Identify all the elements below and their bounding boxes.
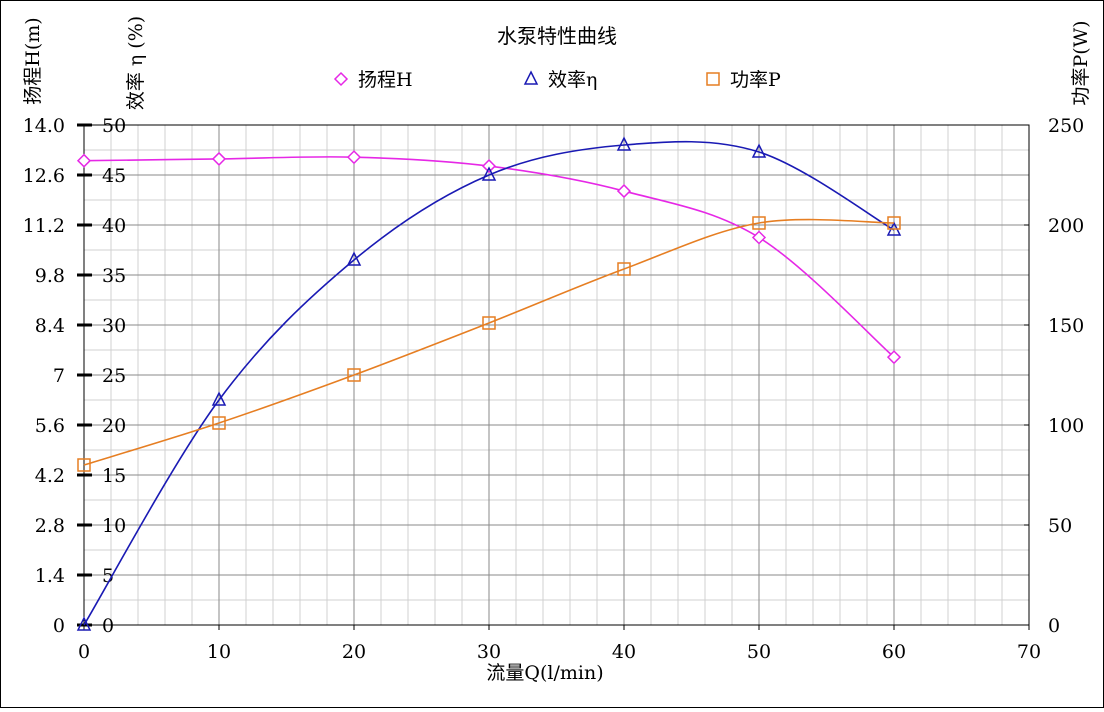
y-tick-label-head: 7 bbox=[53, 365, 65, 387]
x-tick-label: 50 bbox=[747, 641, 771, 663]
legend-label-efficiency: 效率η bbox=[548, 69, 597, 91]
series-power bbox=[77, 216, 901, 472]
x-tick-label: 0 bbox=[78, 641, 90, 663]
data-point-power bbox=[482, 316, 496, 330]
data-point-power bbox=[212, 416, 226, 430]
data-point-efficiency bbox=[346, 251, 362, 266]
y-tick-label-efficiency: 10 bbox=[102, 515, 126, 537]
legend-marker-efficiency bbox=[523, 70, 539, 85]
x-axis-title: 流量Q(l/min) bbox=[486, 662, 603, 684]
data-point-head bbox=[481, 159, 497, 174]
axis-ticks: 0 10 20 30 40 50 60 7001.42.84.25.678.49.811.21… bbox=[23, 115, 1085, 663]
y-tick-label-efficiency: 50 bbox=[102, 115, 126, 137]
x-tick-label: 20 bbox=[342, 641, 366, 663]
data-point-head bbox=[211, 151, 227, 166]
y-tick-label-head: 4.2 bbox=[35, 465, 65, 487]
series-line-power bbox=[83, 218, 895, 466]
x-tick-label: 60 bbox=[882, 641, 906, 663]
series-line-efficiency bbox=[83, 140, 895, 626]
data-point-power bbox=[752, 216, 766, 230]
y-tick-label-head: 5.6 bbox=[35, 415, 65, 437]
y-tick-label-power: 150 bbox=[1048, 315, 1084, 337]
legend: 扬程H 效率η 功率P bbox=[333, 69, 781, 91]
y-tick-label-efficiency: 5 bbox=[102, 565, 114, 587]
y-tick-label-efficiency: 25 bbox=[102, 365, 126, 387]
x-tick-label: 40 bbox=[612, 641, 636, 663]
y-tick-label-efficiency: 40 bbox=[102, 215, 126, 237]
data-point-power bbox=[887, 216, 901, 230]
y-tick-label-head: 2.8 bbox=[35, 515, 65, 537]
x-tick-label: 30 bbox=[477, 641, 501, 663]
x-tick-label: 10 bbox=[207, 641, 231, 663]
data-point-power bbox=[347, 368, 361, 382]
y-axis-title-power: 功率P(W) bbox=[1070, 20, 1092, 105]
y-tick-label-efficiency: 0 bbox=[102, 615, 114, 637]
data-point-head bbox=[76, 153, 92, 168]
chart-title: 水泵特性曲线 bbox=[497, 24, 617, 48]
data-point-efficiency bbox=[76, 616, 92, 631]
series-layer bbox=[76, 136, 902, 631]
y-axis-title-head: 扬程H(m) bbox=[22, 17, 44, 104]
y-tick-label-head: 14.0 bbox=[23, 115, 65, 137]
legend-label-power: 功率P bbox=[730, 69, 781, 91]
data-point-head bbox=[346, 150, 362, 165]
y-tick-label-head: 12.6 bbox=[23, 165, 65, 187]
legend-label-head: 扬程H bbox=[358, 69, 413, 91]
y-tick-label-efficiency: 15 bbox=[102, 465, 126, 487]
y-tick-label-efficiency: 20 bbox=[102, 415, 126, 437]
series-head bbox=[76, 150, 902, 365]
data-point-efficiency bbox=[481, 166, 497, 181]
legend-marker-power bbox=[706, 72, 720, 86]
x-tick-label: 70 bbox=[1017, 641, 1041, 663]
data-point-power bbox=[617, 262, 631, 276]
y-tick-label-power: 200 bbox=[1048, 215, 1084, 237]
data-point-efficiency bbox=[211, 391, 227, 406]
data-point-head bbox=[751, 230, 767, 245]
y-tick-label-head: 8.4 bbox=[35, 315, 65, 337]
y-tick-label-head: 1.4 bbox=[35, 565, 65, 587]
data-point-efficiency bbox=[751, 143, 767, 158]
y-tick-label-power: 100 bbox=[1048, 415, 1084, 437]
y-axis-title-efficiency: 效率 η (%) bbox=[125, 16, 147, 110]
y-tick-label-efficiency: 30 bbox=[102, 315, 126, 337]
y-tick-label-head: 0 bbox=[53, 615, 65, 637]
y-tick-label-efficiency: 45 bbox=[102, 165, 126, 187]
data-point-head bbox=[886, 350, 902, 365]
y-tick-label-head: 11.2 bbox=[23, 215, 65, 237]
y-tick-label-power: 50 bbox=[1048, 515, 1072, 537]
y-tick-label-power: 250 bbox=[1048, 115, 1084, 137]
y-tick-label-power: 0 bbox=[1048, 615, 1060, 637]
y-tick-label-efficiency: 35 bbox=[102, 265, 126, 287]
data-point-power bbox=[77, 458, 91, 472]
legend-marker-head bbox=[333, 71, 349, 87]
y-tick-label-head: 9.8 bbox=[35, 265, 65, 287]
data-point-head bbox=[616, 184, 632, 199]
data-point-efficiency bbox=[616, 136, 632, 151]
